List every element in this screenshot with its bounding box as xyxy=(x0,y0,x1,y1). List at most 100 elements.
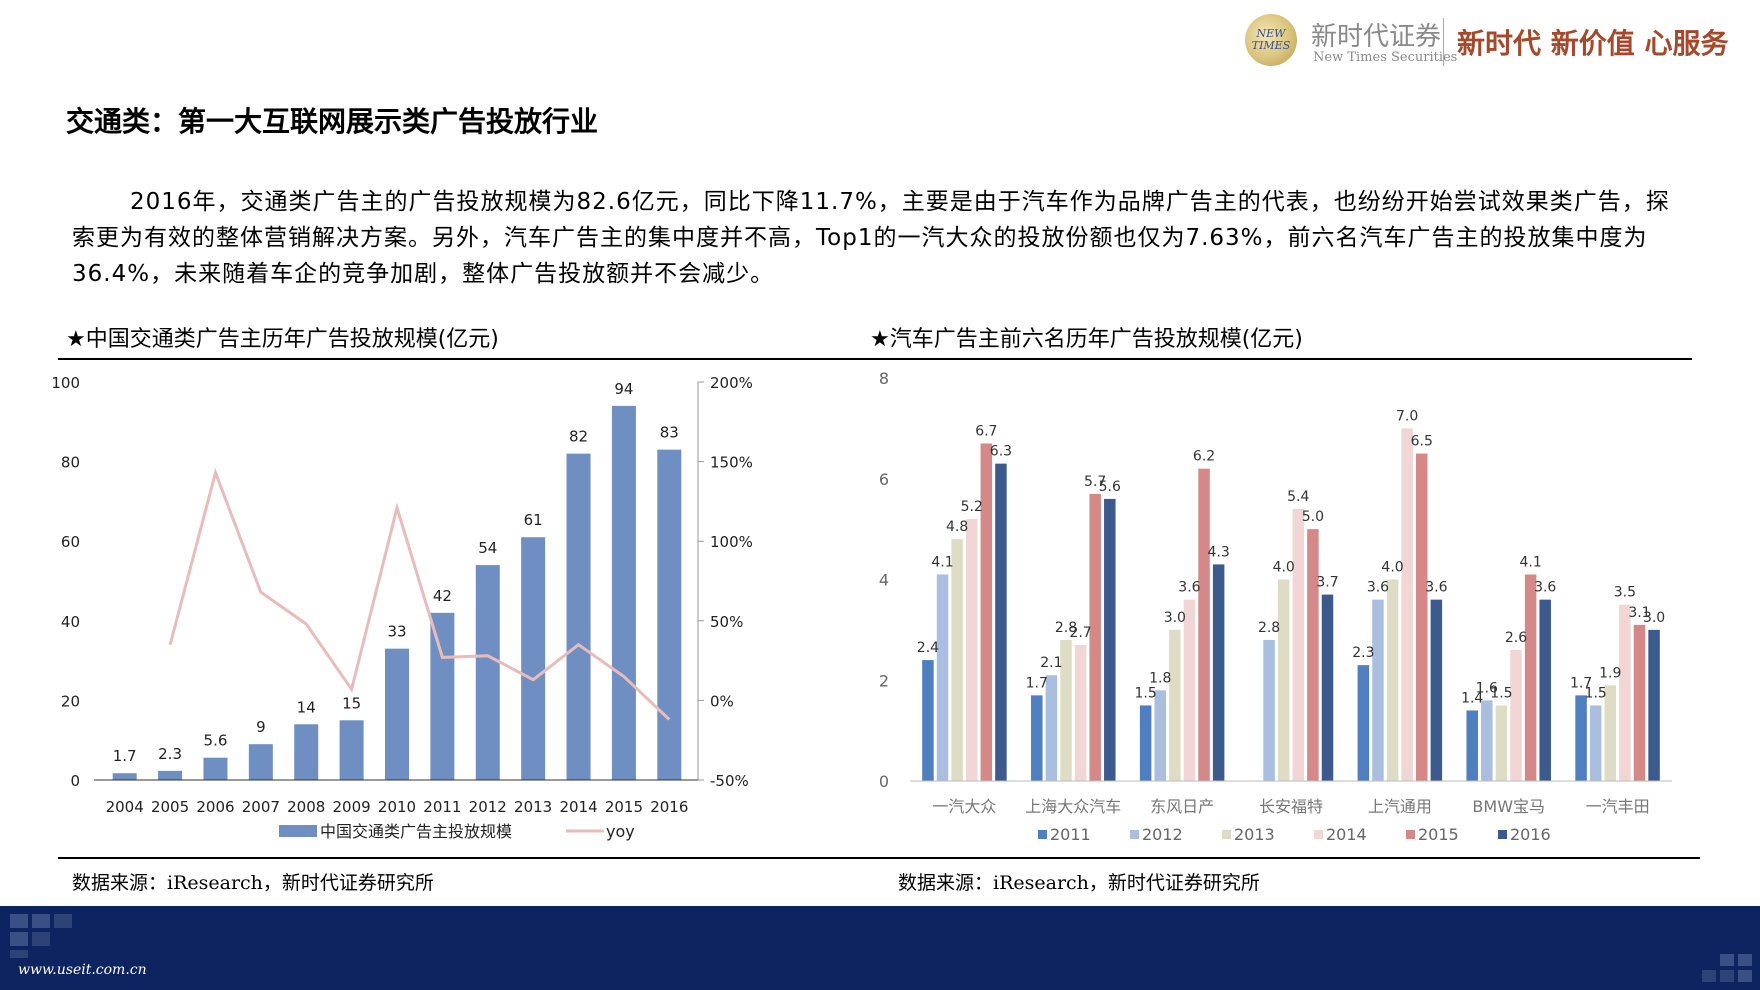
bar-BMW宝马-2012 xyxy=(1481,700,1493,781)
bar-value-label: 5.6 xyxy=(204,732,228,750)
bar-value-label: 4.0 xyxy=(1381,560,1403,576)
x-tick-label: 2011 xyxy=(423,798,461,816)
x-tick-label: 2012 xyxy=(469,798,507,816)
bar-value-label: 3.0 xyxy=(1164,610,1186,626)
y-left-tick-label: 0 xyxy=(70,772,80,790)
bar-value-label: 1.7 xyxy=(1026,675,1048,691)
x-tick-label: 2013 xyxy=(514,798,552,816)
logo-slogan: 新时代 新价值 心服务 xyxy=(1457,27,1729,60)
x-tick-label: 2016 xyxy=(650,798,688,816)
x-tick-label: 2004 xyxy=(106,798,144,816)
x-tick-label: 上汽通用 xyxy=(1368,797,1432,816)
legend-label: 2016 xyxy=(1510,825,1551,844)
bar-东风日产-2015 xyxy=(1198,468,1210,781)
bar-长安福特-2015 xyxy=(1307,529,1319,781)
x-tick-label: 一汽大众 xyxy=(932,797,996,816)
bar-value-label: 14 xyxy=(297,698,316,716)
legend-label: 2012 xyxy=(1142,825,1183,844)
bar-value-label: 83 xyxy=(660,424,679,442)
bar-上汽通用-2013 xyxy=(1386,579,1399,781)
bar-一汽大众-2013 xyxy=(951,539,963,781)
bar-东风日产-2013 xyxy=(1169,629,1181,781)
x-tick-label: 上海大众汽车 xyxy=(1025,797,1121,816)
y-tick-label: 6 xyxy=(879,470,889,489)
bar-value-label: 1.7 xyxy=(1570,675,1592,691)
bar-2014 xyxy=(566,453,591,780)
bar-上海大众汽车-2015 xyxy=(1089,493,1101,781)
data-source-left: 数据来源：iResearch，新时代证券研究所 xyxy=(72,872,434,894)
bar-2006 xyxy=(203,757,228,780)
bar-value-label: 3.6 xyxy=(1425,580,1447,596)
bar-上海大众汽车-2014 xyxy=(1074,644,1087,781)
bar-一汽丰田-2012 xyxy=(1589,705,1602,781)
bar-一汽丰田-2014 xyxy=(1619,604,1631,781)
right-axis-line xyxy=(697,381,704,781)
x-tick-label: 一汽丰田 xyxy=(1586,797,1650,816)
x-tick-label: 2006 xyxy=(196,798,234,816)
bar-东风日产-2014 xyxy=(1183,599,1196,781)
bar-value-label: 1.9 xyxy=(1599,665,1621,681)
bar-2013 xyxy=(521,537,546,780)
bar-2008 xyxy=(294,724,319,780)
y-tick-label: 0 xyxy=(879,772,889,791)
bar-value-label: 3.0 xyxy=(1643,610,1665,626)
bar-一汽丰田-2013 xyxy=(1604,685,1617,781)
bar-value-label: 6.5 xyxy=(1411,434,1433,450)
legend-label: 2013 xyxy=(1234,825,1275,844)
bar-上汽通用-2016 xyxy=(1430,599,1443,781)
legend-label-yoy: yoy xyxy=(606,822,635,841)
page-title: 交通类：第一大互联网展示类广告投放行业 xyxy=(66,105,599,138)
bar-value-label: 3.1 xyxy=(1628,605,1650,621)
bar-value-label: 4.1 xyxy=(1519,554,1541,570)
bar-value-label: 7.0 xyxy=(1396,408,1418,424)
bar-东风日产-2016 xyxy=(1212,564,1225,781)
bar-2005 xyxy=(158,770,183,780)
bar-上汽通用-2015 xyxy=(1416,453,1428,781)
bar-BMW宝马-2016 xyxy=(1539,599,1551,781)
bar-2015 xyxy=(611,405,636,780)
bar-value-label: 6.3 xyxy=(990,444,1012,460)
bar-上汽通用-2012 xyxy=(1372,599,1384,781)
bar-value-label: 5.4 xyxy=(1287,489,1309,505)
bar-value-label: 4.0 xyxy=(1273,560,1295,576)
y-left-tick-label: 20 xyxy=(61,692,80,710)
bar-value-label: 4.3 xyxy=(1208,544,1230,560)
y-right-tick-label: -50% xyxy=(710,772,749,790)
bar-value-label: 5.0 xyxy=(1302,509,1324,525)
bar-value-label: 4.8 xyxy=(946,519,968,535)
bar-一汽丰田-2016 xyxy=(1648,629,1660,781)
logo-name-en: New Times Securities xyxy=(1313,50,1458,65)
legend-swatch-2015 xyxy=(1406,830,1415,839)
bar-上汽通用-2011 xyxy=(1357,665,1370,781)
y-tick-label: 8 xyxy=(879,369,889,388)
legend-swatch-2011 xyxy=(1038,830,1047,839)
bar-2010 xyxy=(385,648,409,780)
bar-上海大众汽车-2011 xyxy=(1031,695,1043,781)
bar-value-label: 5.7 xyxy=(1084,474,1106,490)
footer-pattern xyxy=(10,914,1752,982)
body-paragraph: 2016年，交通类广告主的广告投放规模为82.6亿元，同比下降11.7%，主要是… xyxy=(72,189,1670,287)
x-tick-label: 2015 xyxy=(605,798,643,816)
bar-value-label: 1.5 xyxy=(1135,685,1157,701)
bar-BMW宝马-2013 xyxy=(1495,705,1508,781)
bar-value-label: 2.6 xyxy=(1505,630,1527,646)
bar-东风日产-2012 xyxy=(1154,690,1166,781)
y-tick-label: 4 xyxy=(879,571,889,590)
bar-value-label: 33 xyxy=(387,623,406,641)
bar-一汽大众-2016 xyxy=(995,463,1007,781)
bar-上海大众汽车-2012 xyxy=(1045,675,1058,781)
bar-value-label: 82 xyxy=(569,428,588,446)
bar-东风日产-2011 xyxy=(1139,705,1152,781)
bar-value-label: 1.6 xyxy=(1476,680,1498,696)
bar-value-label: 1.4 xyxy=(1461,690,1483,706)
y-right-tick-label: 100% xyxy=(710,533,753,551)
bar-value-label: 3.6 xyxy=(1534,580,1556,596)
y-right-tick-label: 200% xyxy=(710,374,753,392)
logo-divider xyxy=(1443,18,1444,66)
bar-长安福特-2012 xyxy=(1263,639,1275,781)
chart-title-left: ★中国交通类广告主历年广告投放规模(亿元) xyxy=(66,327,499,352)
bar-长安福特-2016 xyxy=(1321,594,1334,781)
bar-value-label: 94 xyxy=(614,380,633,398)
bar-长安福特-2013 xyxy=(1277,579,1290,781)
